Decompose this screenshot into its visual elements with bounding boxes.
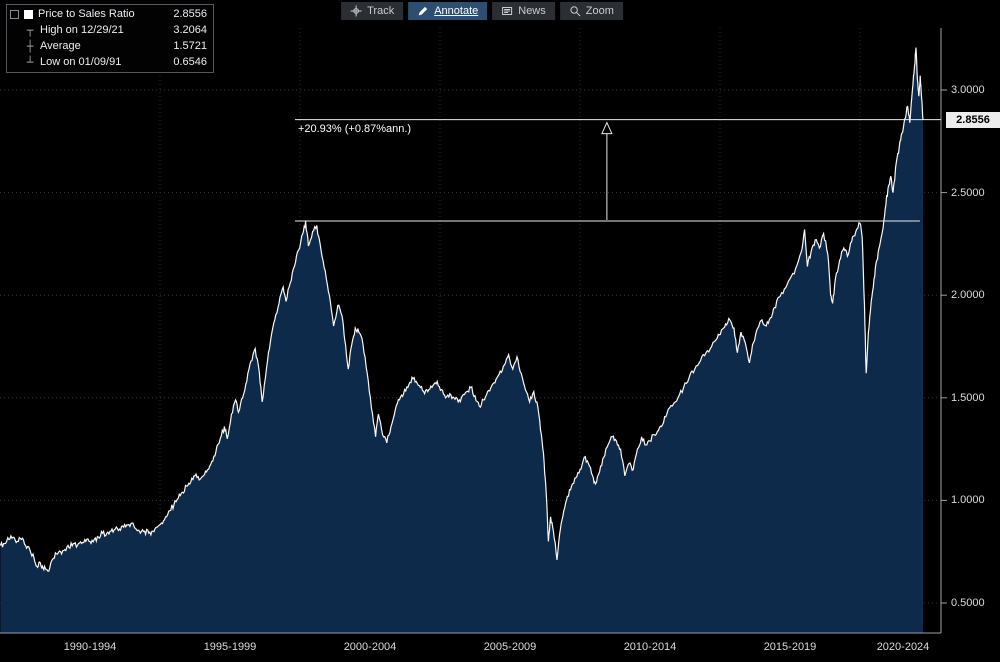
news-icon <box>501 5 513 17</box>
axis-layer <box>0 28 947 634</box>
y-tick-label: 2.0000 <box>951 289 985 301</box>
zoom-button-label: Zoom <box>585 5 614 17</box>
y-tick-label: 1.0000 <box>951 494 985 506</box>
series-area <box>0 47 923 634</box>
annotation-label[interactable]: +20.93% (+0.87%ann.) <box>297 122 412 135</box>
annotation-arrowhead-icon[interactable] <box>601 121 613 135</box>
y-tick-label: 2.5000 <box>951 187 985 199</box>
high-label: High on 12/29/21 <box>40 24 124 36</box>
series-last-value: 2.8556 <box>173 8 207 20</box>
series-swatch-icon <box>24 9 33 19</box>
series-line <box>0 47 924 572</box>
track-button-label: Track <box>367 5 395 17</box>
legend-row-low[interactable]: ┴ Low on 01/09/91 0.6546 <box>10 54 207 70</box>
annotate-button[interactable]: Annotate <box>408 2 488 20</box>
zoom-icon <box>569 5 581 17</box>
x-tick-label: 2015-2019 <box>763 641 817 653</box>
average-label: Average <box>40 40 81 52</box>
news-button[interactable]: News <box>492 2 555 20</box>
x-tick-label: 2000-2004 <box>343 641 397 653</box>
x-tick-label: 2005-2009 <box>483 641 537 653</box>
annotate-icon <box>417 5 429 17</box>
legend-grip-icon[interactable] <box>10 9 19 19</box>
legend-panel[interactable]: Price to Sales Ratio 2.8556 ┬ High on 12… <box>6 4 214 73</box>
annotation-layer[interactable] <box>294 119 941 222</box>
x-tick-label: 1995-1999 <box>203 641 257 653</box>
series-layer <box>0 47 924 634</box>
y-tick-label: 3.0000 <box>951 84 985 96</box>
average-value: 1.5721 <box>173 40 207 52</box>
last-value-tag: 2.8556 <box>946 112 1000 128</box>
news-button-label: News <box>518 5 546 17</box>
x-tick-label: 1990-1994 <box>63 641 117 653</box>
x-tick-label: 2010-2014 <box>623 641 677 653</box>
y-tick-label: 0.5000 <box>951 597 985 609</box>
legend-row-average[interactable]: ┼ Average 1.5721 <box>10 38 207 54</box>
y-tick-label: 1.5000 <box>951 392 985 404</box>
series-name: Price to Sales Ratio <box>38 8 135 20</box>
chart-toolbar: Track Annotate News Zoom <box>341 2 623 20</box>
x-tick-label: 2020-2024 <box>876 641 930 653</box>
high-value: 3.2064 <box>173 24 207 36</box>
legend-row-series[interactable]: Price to Sales Ratio 2.8556 <box>10 6 207 22</box>
annotate-button-label: Annotate <box>434 5 479 17</box>
zoom-button[interactable]: Zoom <box>559 2 623 20</box>
high-marker-icon: ┬ <box>26 23 34 37</box>
average-marker-icon: ┼ <box>26 39 34 53</box>
track-button[interactable]: Track <box>341 2 404 20</box>
track-icon <box>350 5 362 17</box>
low-label: Low on 01/09/91 <box>40 56 122 68</box>
low-value: 0.6546 <box>173 56 207 68</box>
low-marker-icon: ┴ <box>26 55 34 69</box>
legend-row-high[interactable]: ┬ High on 12/29/21 3.2064 <box>10 22 207 38</box>
